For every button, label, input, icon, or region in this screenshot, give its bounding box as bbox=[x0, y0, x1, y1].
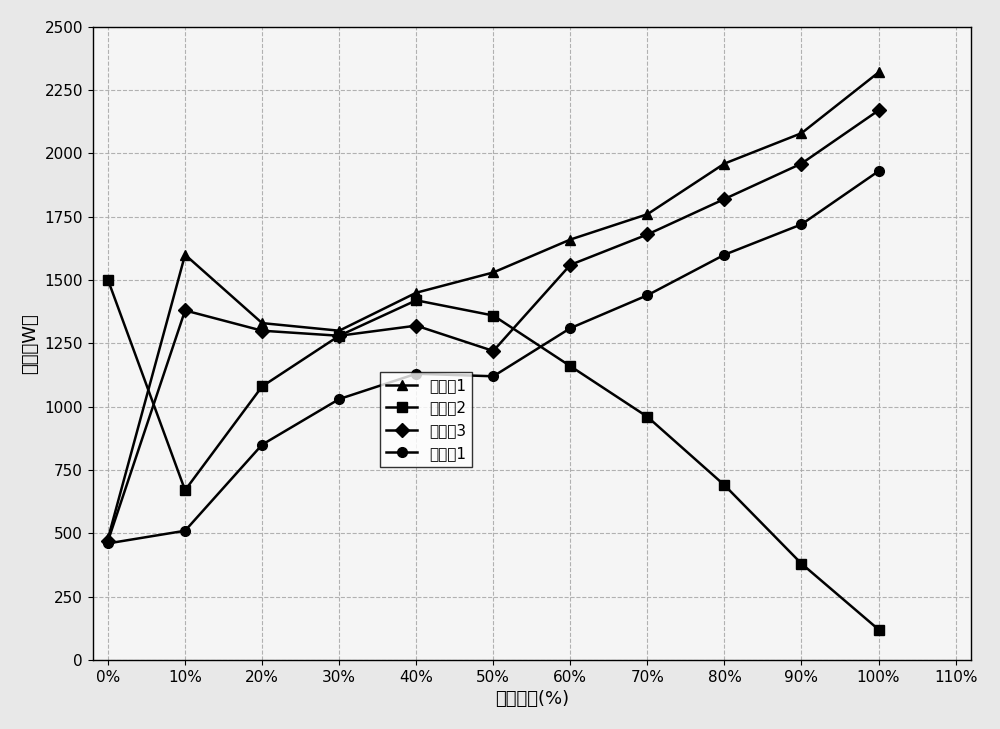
Line: 对比例1: 对比例1 bbox=[103, 166, 883, 548]
实施例2 bbox=[487, 311, 499, 320]
实施例2 bbox=[256, 382, 268, 391]
实施例1 bbox=[333, 327, 345, 335]
实施例1 bbox=[256, 319, 268, 327]
实施例2 bbox=[179, 486, 191, 494]
实施例3 bbox=[333, 332, 345, 340]
实施例2 bbox=[795, 559, 807, 568]
对比例1 bbox=[564, 324, 576, 332]
实施例3 bbox=[873, 106, 885, 114]
实施例2 bbox=[641, 413, 653, 421]
对比例1 bbox=[102, 539, 114, 547]
实施例3 bbox=[256, 327, 268, 335]
Legend: 实施例1, 实施例2, 实施例3, 对比例1: 实施例1, 实施例2, 实施例3, 对比例1 bbox=[380, 372, 472, 467]
实施例1 bbox=[102, 534, 114, 542]
Y-axis label: 功率（W）: 功率（W） bbox=[21, 313, 39, 374]
实施例3 bbox=[795, 159, 807, 168]
实施例2 bbox=[873, 625, 885, 634]
对比例1 bbox=[641, 291, 653, 300]
实施例2 bbox=[410, 296, 422, 305]
对比例1 bbox=[487, 372, 499, 381]
实施例1 bbox=[410, 289, 422, 297]
实施例1 bbox=[795, 129, 807, 138]
Line: 实施例3: 实施例3 bbox=[103, 106, 883, 546]
实施例1 bbox=[564, 235, 576, 244]
实施例3 bbox=[564, 260, 576, 269]
实施例2 bbox=[102, 276, 114, 284]
对比例1 bbox=[718, 250, 730, 259]
实施例1 bbox=[641, 210, 653, 219]
实施例1 bbox=[487, 268, 499, 277]
实施例3 bbox=[487, 346, 499, 355]
对比例1 bbox=[256, 440, 268, 449]
实施例2 bbox=[718, 481, 730, 490]
实施例1 bbox=[873, 68, 885, 77]
Line: 实施例1: 实施例1 bbox=[103, 68, 883, 543]
对比例1 bbox=[333, 394, 345, 403]
实施例1 bbox=[179, 250, 191, 259]
实施例2 bbox=[564, 362, 576, 370]
实施例3 bbox=[718, 195, 730, 203]
X-axis label: 荷电状态(%): 荷电状态(%) bbox=[495, 690, 569, 708]
实施例2 bbox=[333, 332, 345, 340]
实施例3 bbox=[179, 306, 191, 315]
实施例3 bbox=[410, 321, 422, 330]
对比例1 bbox=[795, 220, 807, 229]
实施例3 bbox=[641, 230, 653, 239]
Line: 实施例2: 实施例2 bbox=[103, 275, 883, 634]
实施例3 bbox=[102, 537, 114, 545]
实施例1 bbox=[718, 159, 730, 168]
对比例1 bbox=[179, 526, 191, 535]
对比例1 bbox=[410, 370, 422, 378]
对比例1 bbox=[873, 167, 885, 176]
